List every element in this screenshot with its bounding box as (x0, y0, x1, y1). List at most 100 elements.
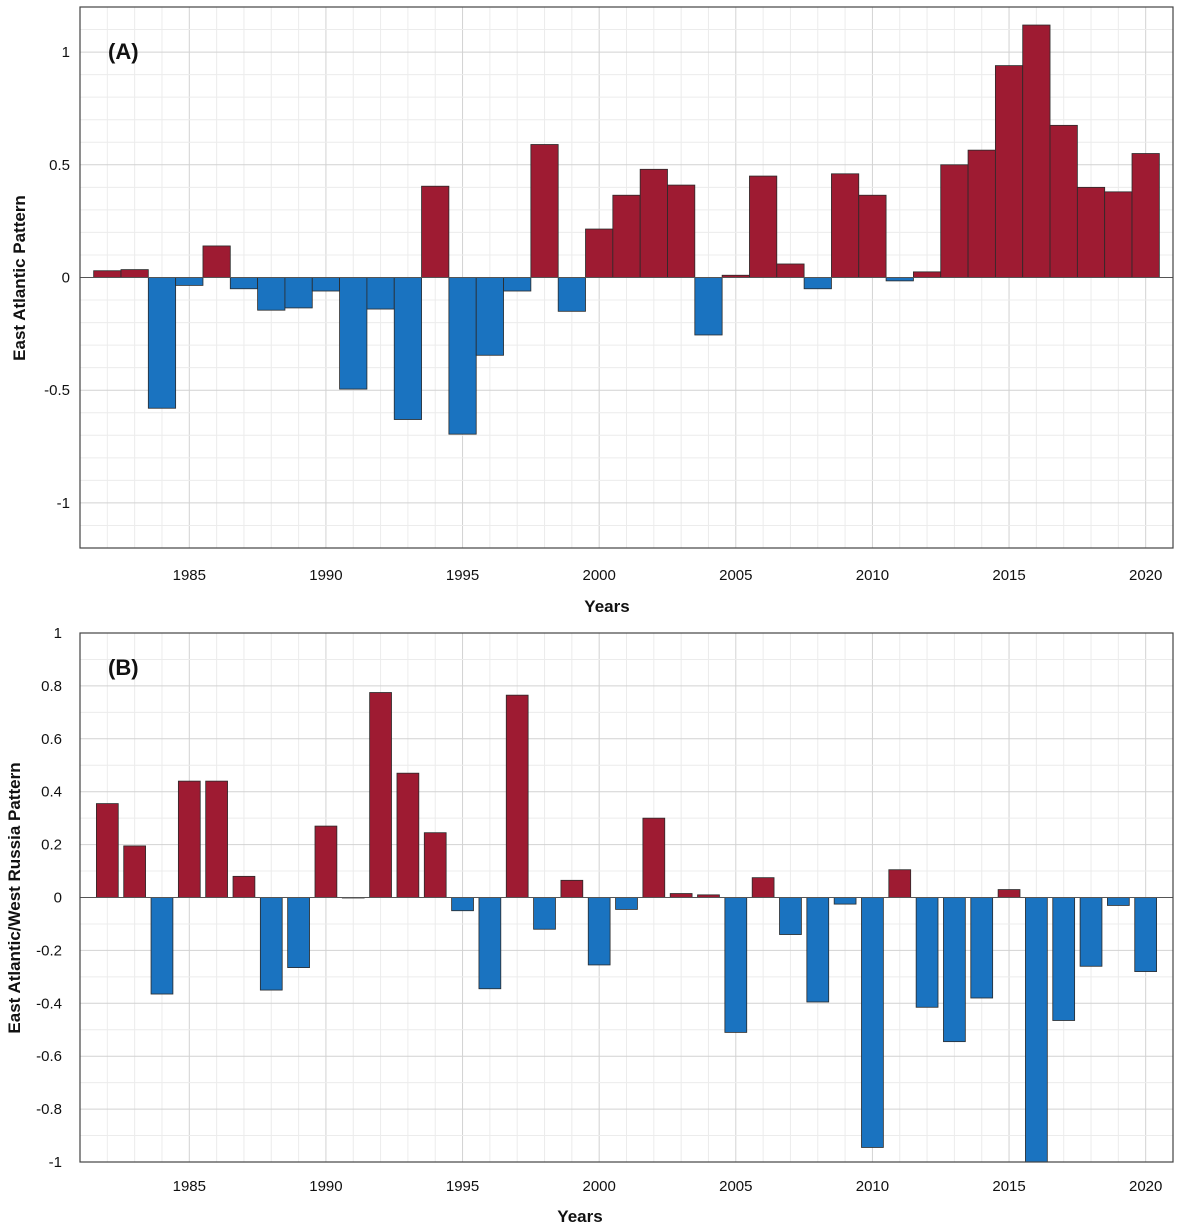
y-tick-label: -0.5 (44, 382, 70, 399)
bar-b-1989 (287, 897, 310, 968)
plot-frame-b (79, 632, 1174, 1163)
bar-b-2007 (779, 897, 802, 935)
x-tick-label: 2010 (856, 1178, 889, 1195)
bar-b-1999 (560, 879, 584, 898)
bar-a-2019 (1104, 191, 1133, 278)
x-tick-label: 2005 (719, 1178, 752, 1195)
panel-label-b: (B) (108, 655, 139, 680)
bar-a-2017 (1049, 124, 1078, 278)
bar-b-2017 (1052, 897, 1076, 1021)
bar-b-2011 (888, 869, 912, 898)
x-axis-title-a: Years (584, 597, 629, 616)
bar-b-2005 (724, 897, 748, 1033)
bar-a-1989 (284, 277, 313, 309)
bar-b-2018 (1079, 897, 1103, 967)
y-tick-label: 0.4 (41, 784, 62, 801)
bar-b-2000 (587, 897, 611, 966)
bar-a-2010 (858, 194, 887, 278)
chart-panel-a: 1985 1990 1995 2000 2005 2010 2015 2020 -1 -0.5 0 0… (10, 6, 1174, 616)
bar-b-2013 (943, 897, 966, 1043)
y-tick-label: 1 (54, 625, 62, 642)
ticks-b: 1985 1990 1995 2000 2005 2010 2015 2020 -1 -0.8 -0… (36, 625, 1162, 1195)
x-tick-label: 2000 (582, 567, 615, 584)
bar-b-2006 (751, 877, 775, 898)
plot-frame-a (79, 6, 1174, 549)
x-tick-label: 2015 (992, 567, 1025, 584)
bar-b-2015 (997, 889, 1021, 898)
bar-a-1992 (366, 277, 395, 310)
bar-a-1991 (339, 277, 368, 390)
x-tick-label: 2010 (856, 567, 889, 584)
bar-a-2011 (885, 277, 914, 282)
x-tick-label: 2020 (1129, 1178, 1162, 1195)
x-tick-label: 1990 (309, 1178, 342, 1195)
bar-b-2003 (669, 893, 693, 898)
bar-b-1990 (314, 825, 338, 898)
bar-a-1995 (448, 277, 477, 435)
bar-a-1982 (93, 270, 122, 278)
bar-a-2016 (1022, 24, 1051, 278)
x-tick-label: 2020 (1129, 567, 1162, 584)
bar-a-2020 (1131, 153, 1160, 278)
bar-a-1998 (530, 144, 559, 278)
chart-panel-b: 1985 1990 1995 2000 2005 2010 2015 2020 -1 -0.8 -0… (5, 625, 1174, 1226)
bars-a (80, 24, 1173, 435)
bar-b-1992 (369, 692, 392, 898)
y-tick-label: -1 (49, 1154, 62, 1171)
y-tick-label: 0.5 (49, 157, 70, 174)
bar-a-1988 (257, 277, 286, 311)
bar-b-1996 (478, 897, 502, 990)
y-tick-label: 0.6 (41, 731, 62, 748)
bar-b-2014 (970, 897, 994, 999)
y-tick-label: 0 (62, 270, 70, 287)
bar-a-1996 (475, 277, 504, 356)
bar-a-2018 (1076, 186, 1106, 278)
bar-b-2016 (1025, 897, 1048, 1163)
y-tick-label: -0.6 (36, 1048, 62, 1065)
y-tick-label: -0.8 (36, 1101, 62, 1118)
x-tick-label: 2000 (582, 1178, 615, 1195)
bar-a-2003 (667, 184, 696, 278)
bar-a-2013 (940, 164, 969, 278)
y-axis-title-b: East Atlantic/West Russia Pattern (5, 762, 24, 1033)
panel-label-a: (A) (108, 39, 139, 64)
x-tick-label: 2015 (992, 1178, 1025, 1195)
bar-a-2012 (913, 271, 942, 278)
bar-a-2004 (694, 277, 723, 336)
bar-b-1998 (533, 897, 556, 930)
bar-a-2007 (776, 263, 805, 278)
bar-a-1984 (147, 277, 177, 409)
bar-b-1987 (232, 875, 256, 898)
y-tick-label: 0 (54, 890, 62, 907)
bar-b-1988 (259, 897, 283, 991)
x-tick-label: 1985 (173, 1178, 206, 1195)
ticks-a: 1985 1990 1995 2000 2005 2010 2015 2020 -1 -0.5 0 0… (44, 44, 1162, 584)
bar-a-2001 (612, 194, 641, 278)
bar-b-2020 (1134, 897, 1158, 972)
bar-b-1994 (423, 832, 447, 898)
bar-b-1997 (505, 694, 529, 898)
bar-a-2000 (585, 228, 614, 278)
x-tick-label: 1995 (446, 1178, 479, 1195)
bar-b-2010 (861, 897, 884, 1148)
bar-a-2009 (831, 173, 860, 278)
bar-a-1986 (202, 245, 231, 278)
bar-b-2008 (806, 897, 830, 1003)
bar-a-1987 (229, 277, 259, 290)
x-tick-label: 1990 (309, 567, 342, 584)
bar-a-1985 (175, 277, 204, 286)
bar-b-1993 (396, 772, 420, 898)
bar-a-2006 (749, 175, 778, 278)
y-tick-label: 0.8 (41, 678, 62, 695)
bar-b-1984 (150, 897, 174, 995)
bar-b-2009 (833, 897, 857, 905)
bar-a-1997 (503, 277, 532, 292)
bar-a-2015 (994, 65, 1024, 278)
bar-b-1985 (177, 780, 201, 898)
bar-a-2014 (967, 149, 996, 278)
x-tick-label: 1995 (446, 567, 479, 584)
bar-b-2019 (1107, 897, 1130, 906)
bar-a-1994 (421, 185, 450, 278)
y-tick-label: 1 (62, 44, 70, 61)
